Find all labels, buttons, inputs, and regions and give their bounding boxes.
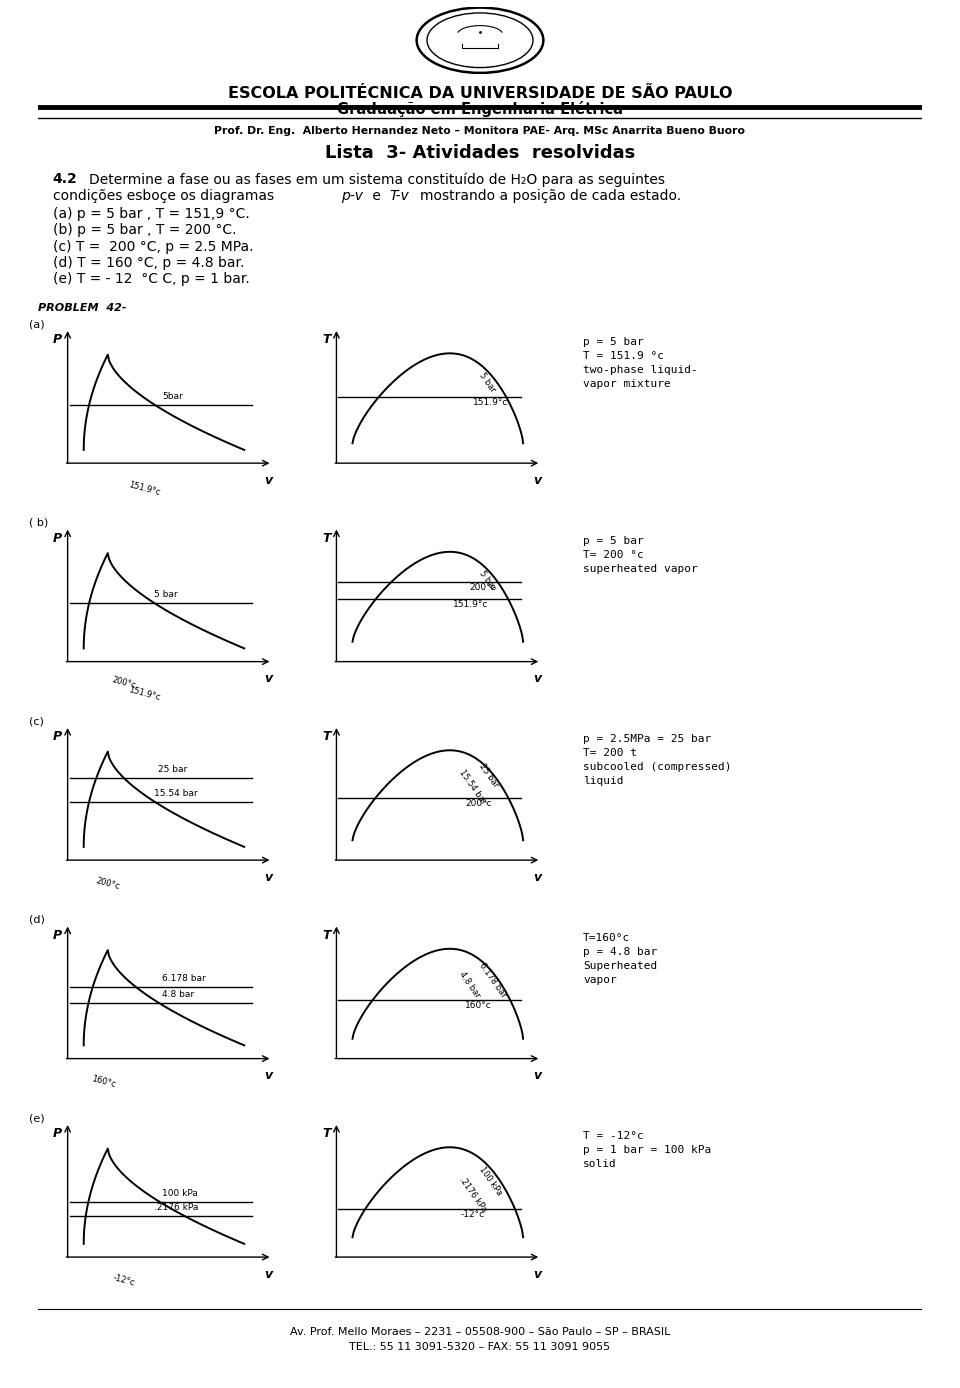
Text: v: v — [533, 473, 541, 487]
Text: T: T — [323, 1127, 330, 1141]
Text: (d): (d) — [29, 915, 45, 924]
Text: v: v — [264, 473, 273, 487]
Text: v: v — [533, 672, 541, 686]
Text: 4.8 bar: 4.8 bar — [162, 990, 194, 999]
Text: 200°c: 200°c — [465, 798, 492, 808]
Text: -12°c: -12°c — [461, 1210, 485, 1219]
Text: v: v — [264, 870, 273, 884]
Text: 5 bar: 5 bar — [477, 569, 497, 593]
Text: v: v — [533, 1069, 541, 1083]
Text: (c): (c) — [29, 716, 43, 726]
Text: 6.178 bar: 6.178 bar — [477, 960, 508, 999]
Text: T = -12°c
p = 1 bar = 100 kPa
solid: T = -12°c p = 1 bar = 100 kPa solid — [583, 1131, 711, 1169]
Text: T: T — [323, 333, 330, 347]
Text: (e): (e) — [29, 1113, 44, 1123]
Text: v: v — [533, 1267, 541, 1281]
Text: 200°c: 200°c — [95, 876, 121, 891]
Text: (c) T =  200 °C, p = 2.5 MPa.: (c) T = 200 °C, p = 2.5 MPa. — [53, 240, 253, 254]
Text: T=160°c
p = 4.8 bar
Superheated
vapor: T=160°c p = 4.8 bar Superheated vapor — [583, 933, 658, 984]
Text: p = 5 bar
T = 151.9 °c
two-phase liquid-
vapor mixture: p = 5 bar T = 151.9 °c two-phase liquid-… — [583, 337, 698, 389]
Text: P: P — [53, 730, 62, 744]
Text: v: v — [264, 1267, 273, 1281]
Text: 25 bar: 25 bar — [477, 762, 500, 790]
Text: v: v — [264, 672, 273, 686]
Text: ESCOLA POLITÉCNICA DA UNIVERSIDADE DE SÃO PAULO: ESCOLA POLITÉCNICA DA UNIVERSIDADE DE SÃ… — [228, 86, 732, 101]
Text: 5 bar: 5 bar — [477, 371, 497, 394]
Text: TEL.: 55 11 3091-5320 – FAX: 55 11 3091 9055: TEL.: 55 11 3091-5320 – FAX: 55 11 3091 … — [349, 1342, 611, 1352]
Text: P: P — [53, 1127, 62, 1141]
Text: P: P — [53, 532, 62, 545]
Text: (a) p = 5 bar , T = 151,9 °C.: (a) p = 5 bar , T = 151,9 °C. — [53, 207, 250, 221]
Text: 151.9°c: 151.9°c — [473, 398, 508, 407]
Text: -12°c: -12°c — [112, 1273, 135, 1288]
Text: Av. Prof. Mello Moraes – 2231 – 05508-900 – São Paulo – SP – BRASIL: Av. Prof. Mello Moraes – 2231 – 05508-90… — [290, 1327, 670, 1337]
Text: 5bar: 5bar — [162, 391, 182, 401]
Text: e: e — [368, 189, 385, 203]
Text: PROBLEM  42-: PROBLEM 42- — [38, 303, 127, 312]
Text: 25 bar: 25 bar — [158, 765, 187, 775]
Text: P: P — [53, 333, 62, 347]
Text: T: T — [323, 929, 330, 942]
Text: .2176 kPa: .2176 kPa — [154, 1203, 199, 1212]
Text: 160°c: 160°c — [90, 1074, 117, 1090]
Text: 4.8 bar: 4.8 bar — [457, 970, 482, 999]
Text: .2176 kPa: .2176 kPa — [457, 1176, 489, 1214]
Text: (a): (a) — [29, 319, 44, 329]
Text: 151.9°c: 151.9°c — [453, 600, 489, 609]
Text: 200°c: 200°c — [110, 675, 137, 690]
Text: (d) T = 160 °C, p = 4.8 bar.: (d) T = 160 °C, p = 4.8 bar. — [53, 255, 244, 269]
Text: 100 kPa: 100 kPa — [477, 1165, 504, 1196]
Text: p = 5 bar
T= 200 °c
superheated vapor: p = 5 bar T= 200 °c superheated vapor — [583, 536, 698, 573]
Text: 151.9°c: 151.9°c — [127, 686, 160, 702]
Text: P: P — [53, 929, 62, 942]
Text: 151.9°c: 151.9°c — [127, 480, 160, 497]
Text: Lista  3- Atividades  resolvidas: Lista 3- Atividades resolvidas — [324, 144, 636, 162]
Text: (e) T = - 12  °C C, p = 1 bar.: (e) T = - 12 °C C, p = 1 bar. — [53, 272, 250, 286]
Text: 100 kPa: 100 kPa — [162, 1188, 198, 1198]
Text: T: T — [323, 532, 330, 545]
Text: 5 bar: 5 bar — [154, 590, 178, 600]
Text: T: T — [323, 730, 330, 744]
Text: 6.178 bar: 6.178 bar — [162, 974, 205, 983]
Text: v: v — [264, 1069, 273, 1083]
Text: ( b): ( b) — [29, 518, 48, 527]
Text: 200°c: 200°c — [468, 583, 495, 593]
Text: Determine a fase ou as fases em um sistema constituído de H₂O para as seguintes: Determine a fase ou as fases em um siste… — [89, 172, 665, 186]
Text: 4.2: 4.2 — [53, 172, 78, 186]
Text: v: v — [533, 870, 541, 884]
Text: p-v: p-v — [341, 189, 363, 203]
Text: (b) p = 5 bar , T = 200 °C.: (b) p = 5 bar , T = 200 °C. — [53, 223, 236, 237]
Text: T-v: T-v — [390, 189, 410, 203]
Text: mostrando a posição de cada estado.: mostrando a posição de cada estado. — [420, 189, 681, 203]
Text: p = 2.5MPa = 25 bar
T= 200 t
subcooled (compressed)
liquid: p = 2.5MPa = 25 bar T= 200 t subcooled (… — [583, 734, 732, 786]
Text: 160°c: 160°c — [465, 1001, 492, 1010]
Text: condições esboçe os diagramas: condições esboçe os diagramas — [53, 189, 278, 203]
Text: Graduação em Engenharia Elétrica: Graduação em Engenharia Elétrica — [337, 101, 623, 118]
Text: 15.54 bar: 15.54 bar — [457, 768, 488, 805]
Text: 15.54 bar: 15.54 bar — [154, 788, 198, 798]
Text: Prof. Dr. Eng.  Alberto Hernandez Neto – Monitora PAE- Arq. MSc Anarrita Bueno B: Prof. Dr. Eng. Alberto Hernandez Neto – … — [214, 126, 746, 136]
